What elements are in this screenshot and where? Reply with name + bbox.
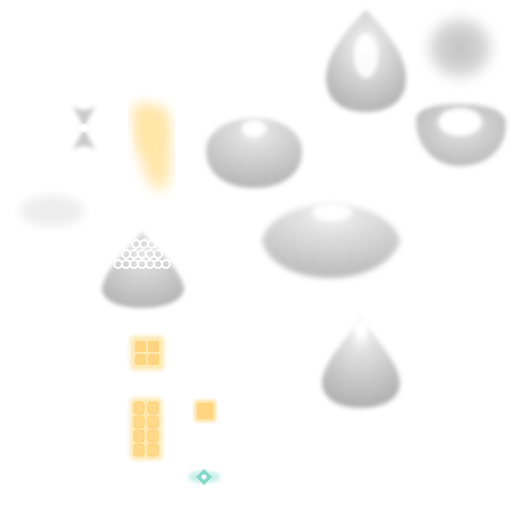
yellow-streak-sprite [112, 92, 194, 202]
glow-orb-sprite [412, 2, 508, 94]
crescent-sprite [410, 100, 512, 172]
bowtie-sparkle-sprite [62, 100, 106, 156]
yellow-square-sprite [192, 398, 218, 424]
yellow-2x4-blocks-sprite [128, 396, 164, 462]
honeycomb-cone-sprite [96, 226, 190, 312]
dome-sprite [198, 110, 308, 194]
droplet-sprite [318, 4, 414, 116]
flat-dome-sprite [254, 196, 406, 286]
cone-sprite [314, 312, 408, 412]
yellow-2x2-blocks-sprite [128, 334, 166, 372]
teal-sparkle-sprite [184, 462, 224, 492]
faint-cloud-sprite [12, 186, 92, 236]
